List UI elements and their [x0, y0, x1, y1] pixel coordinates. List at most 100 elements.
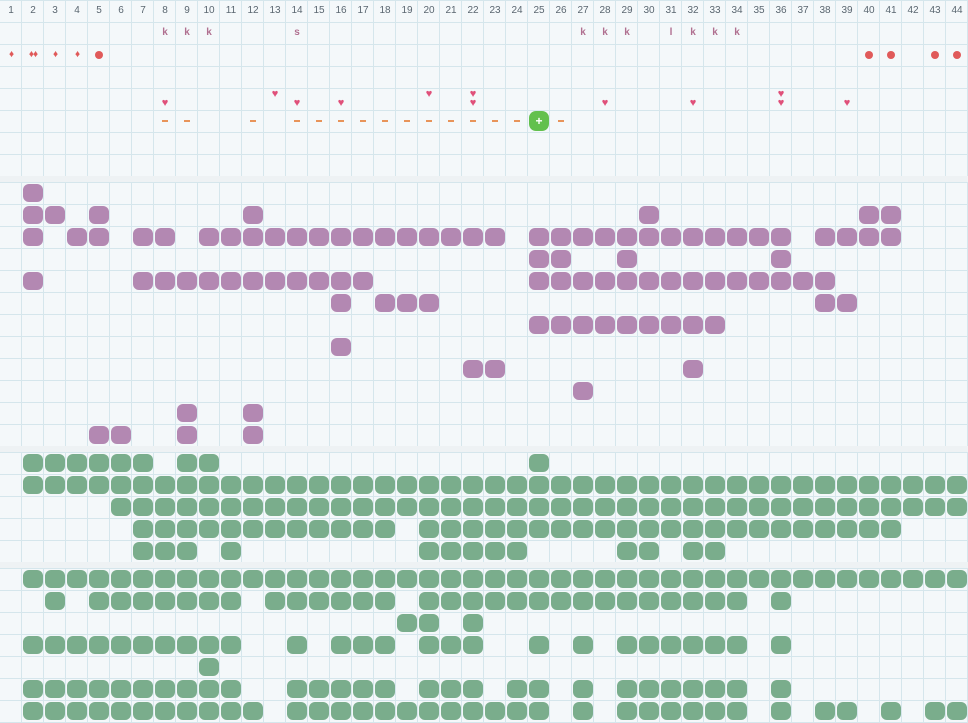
purple-cell[interactable]: [771, 272, 791, 290]
green-cell[interactable]: [177, 592, 197, 610]
purple-cell[interactable]: [89, 206, 109, 224]
purple-cell[interactable]: [133, 228, 153, 246]
green-cell[interactable]: [617, 476, 637, 494]
green-cell[interactable]: [309, 498, 329, 516]
green-cell[interactable]: [683, 542, 703, 560]
green-cell[interactable]: [419, 520, 439, 538]
green-cell[interactable]: [133, 542, 153, 560]
purple-cell[interactable]: [617, 250, 637, 268]
green-cell[interactable]: [177, 520, 197, 538]
green-cell[interactable]: [573, 702, 593, 720]
note-letter[interactable]: k: [624, 27, 630, 38]
green-cell[interactable]: [155, 680, 175, 698]
green-cell[interactable]: [683, 498, 703, 516]
green-cell[interactable]: [639, 702, 659, 720]
green-cell[interactable]: [551, 570, 571, 588]
purple-cell[interactable]: [683, 272, 703, 290]
green-cell[interactable]: [199, 636, 219, 654]
dot-icon[interactable]: [95, 51, 103, 59]
purple-cell[interactable]: [23, 206, 43, 224]
dash-mark[interactable]: [558, 120, 564, 122]
green-cell[interactable]: [529, 498, 549, 516]
heart-icon[interactable]: ♥: [689, 97, 697, 109]
green-cell[interactable]: [89, 702, 109, 720]
purple-cell[interactable]: [617, 272, 637, 290]
purple-cell[interactable]: [705, 272, 725, 290]
green-cell[interactable]: [441, 592, 461, 610]
green-cell[interactable]: [815, 702, 835, 720]
green-cell[interactable]: [463, 702, 483, 720]
dash-mark[interactable]: [492, 120, 498, 122]
green-cell[interactable]: [661, 680, 681, 698]
green-cell[interactable]: [23, 702, 43, 720]
purple-cell[interactable]: [441, 228, 461, 246]
purple-cell[interactable]: [243, 206, 263, 224]
green-cell[interactable]: [23, 454, 43, 472]
green-cell[interactable]: [375, 592, 395, 610]
green-cell[interactable]: [595, 570, 615, 588]
purple-cell[interactable]: [617, 316, 637, 334]
purple-cell[interactable]: [199, 228, 219, 246]
green-cell[interactable]: [133, 702, 153, 720]
purple-cell[interactable]: [639, 272, 659, 290]
green-cell[interactable]: [133, 498, 153, 516]
green-cell[interactable]: [243, 476, 263, 494]
green-cell[interactable]: [353, 520, 373, 538]
green-cell[interactable]: [815, 570, 835, 588]
green-cell[interactable]: [177, 702, 197, 720]
green-cell[interactable]: [463, 542, 483, 560]
purple-cell[interactable]: [749, 228, 769, 246]
green-cell[interactable]: [375, 636, 395, 654]
purple-cell[interactable]: [155, 228, 175, 246]
green-cell[interactable]: [661, 570, 681, 588]
green-cell[interactable]: [639, 592, 659, 610]
green-cell[interactable]: [859, 570, 879, 588]
purple-cell[interactable]: [331, 228, 351, 246]
dash-mark[interactable]: [470, 120, 476, 122]
purple-cell[interactable]: [265, 272, 285, 290]
green-cell[interactable]: [331, 498, 351, 516]
green-cell[interactable]: [617, 542, 637, 560]
green-cell[interactable]: [133, 520, 153, 538]
green-cell[interactable]: [727, 592, 747, 610]
purple-cell[interactable]: [595, 316, 615, 334]
green-cell[interactable]: [661, 476, 681, 494]
green-cell[interactable]: [529, 520, 549, 538]
green-cell[interactable]: [89, 476, 109, 494]
green-cell[interactable]: [705, 636, 725, 654]
green-cell[interactable]: [881, 570, 901, 588]
green-cell[interactable]: [177, 636, 197, 654]
green-cell[interactable]: [45, 476, 65, 494]
green-cell[interactable]: [265, 592, 285, 610]
green-cell[interactable]: [485, 498, 505, 516]
green-cell[interactable]: [573, 520, 593, 538]
green-cell[interactable]: [45, 636, 65, 654]
purple-cell[interactable]: [661, 272, 681, 290]
green-cell[interactable]: [441, 498, 461, 516]
green-cell[interactable]: [309, 476, 329, 494]
green-cell[interactable]: [177, 476, 197, 494]
green-cell[interactable]: [925, 702, 945, 720]
green-cell[interactable]: [133, 476, 153, 494]
green-cell[interactable]: [23, 680, 43, 698]
green-cell[interactable]: [551, 476, 571, 494]
green-cell[interactable]: [639, 520, 659, 538]
purple-cell[interactable]: [353, 272, 373, 290]
green-cell[interactable]: [419, 570, 439, 588]
purple-cell[interactable]: [639, 206, 659, 224]
green-cell[interactable]: [221, 498, 241, 516]
green-cell[interactable]: [45, 454, 65, 472]
purple-cell[interactable]: [881, 206, 901, 224]
green-cell[interactable]: [353, 680, 373, 698]
dash-mark[interactable]: [382, 120, 388, 122]
green-cell[interactable]: [903, 476, 923, 494]
purple-cell[interactable]: [793, 272, 813, 290]
green-cell[interactable]: [859, 498, 879, 516]
green-cell[interactable]: [375, 520, 395, 538]
green-cell[interactable]: [507, 476, 527, 494]
green-cell[interactable]: [287, 702, 307, 720]
green-cell[interactable]: [243, 520, 263, 538]
green-cell[interactable]: [463, 680, 483, 698]
green-cell[interactable]: [397, 702, 417, 720]
green-cell[interactable]: [67, 476, 87, 494]
